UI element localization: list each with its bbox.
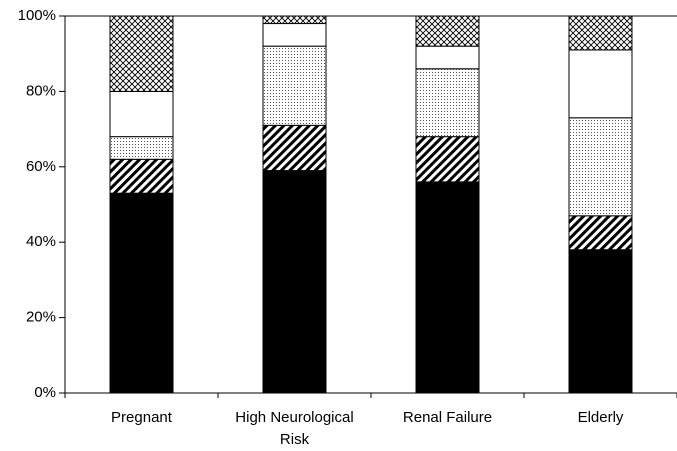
x-tick-label: Pregnant [111, 409, 172, 426]
bar-segment [262, 45, 327, 126]
bar-segment [109, 90, 174, 138]
bar-segment [109, 192, 174, 394]
y-tick-label: 40% [26, 233, 56, 250]
bar-segment [262, 124, 327, 172]
bar-segment [415, 136, 480, 183]
bar-segment [109, 136, 174, 160]
x-tick-label: Elderly [577, 409, 624, 426]
y-tick-label: 80% [26, 82, 56, 99]
bar-segment [568, 249, 633, 394]
y-tick-label: 20% [26, 309, 56, 326]
y-tick-label: 100% [18, 7, 56, 24]
bar-segment [415, 68, 480, 138]
bar-segment [262, 170, 327, 394]
bar-segment [415, 15, 480, 47]
bar-segment [262, 23, 327, 47]
bar-segment [568, 215, 633, 251]
bar-segment [109, 15, 174, 92]
y-tick-label: 60% [26, 158, 56, 175]
bar-segment [568, 117, 633, 217]
bar-segment [415, 181, 480, 394]
bar-segment [262, 15, 327, 25]
x-tick-label: High Neurological Risk [235, 409, 354, 448]
bar-segment [568, 49, 633, 119]
bar-segment [415, 45, 480, 70]
x-tick-label: Renal Failure [402, 409, 493, 426]
bar-segment [109, 158, 174, 194]
bar-segment [568, 15, 633, 51]
y-tick-label: 0% [34, 384, 56, 401]
